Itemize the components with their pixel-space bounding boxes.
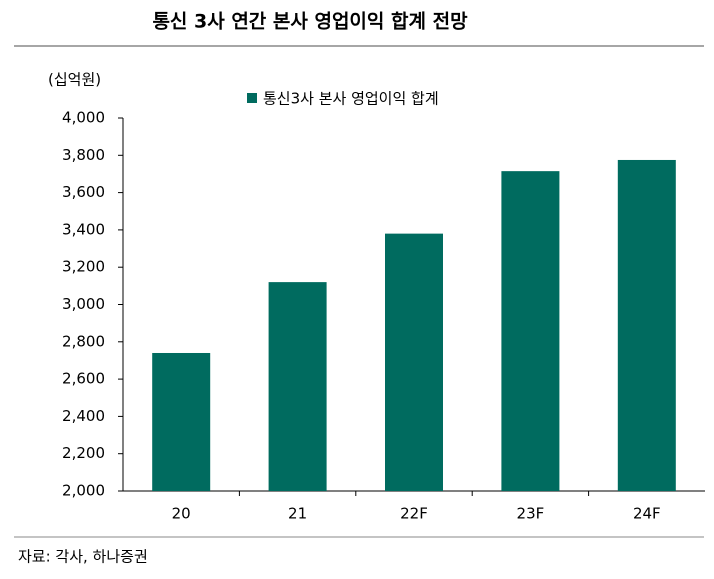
x-tick-label: 23F [517,505,545,523]
chart-title: 통신 3사 연간 본사 영업이익 합계 전망 [152,11,468,33]
bar [152,352,211,491]
x-tick-label: 24F [633,505,661,523]
y-tick-label: 3,600 [62,183,105,201]
bar [617,159,676,491]
bar [385,233,443,491]
y-tick-label: 2,400 [62,407,105,425]
x-tick-label: 22F [400,505,428,523]
y-tick-label: 3,800 [62,146,105,164]
x-tick-label: 20 [172,505,191,523]
y-tick-label: 2,000 [62,482,105,500]
bar [501,171,560,491]
source: 자료: 각사, 하나증권 [18,548,148,566]
y-tick-label: 2,800 [62,332,105,350]
bar [268,282,327,491]
x-tick-label: 21 [288,505,307,523]
legend-label: 통신3사 본사 영업이익 합계 [263,90,439,108]
legend-swatch [247,93,257,103]
y-tick-label: 3,200 [62,258,105,276]
y-tick-label: 2,600 [62,370,105,388]
y-axis-unit: (십억원) [48,71,101,89]
y-tick-label: 4,000 [62,109,105,127]
y-tick-label: 3,000 [62,295,105,313]
y-tick-label: 3,400 [62,220,105,238]
y-tick-label: 2,200 [62,444,105,462]
